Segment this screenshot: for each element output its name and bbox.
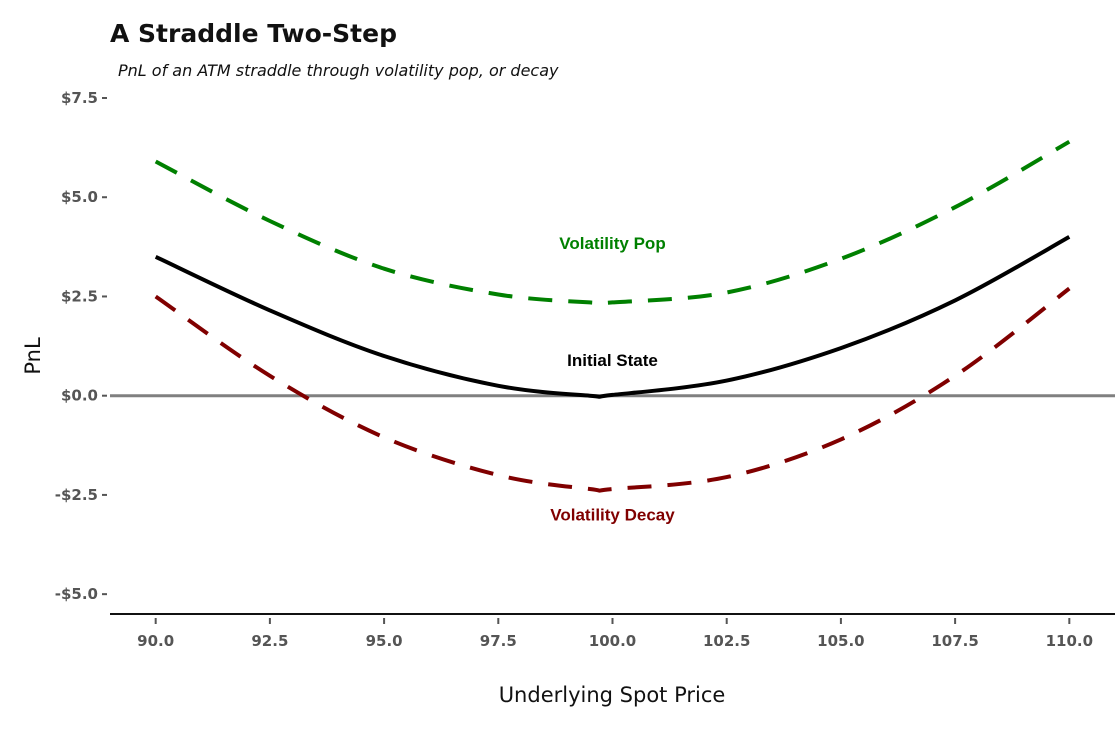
x-axis-title: Underlying Spot Price (499, 683, 726, 707)
plot-area (110, 139, 1115, 493)
initial-state-label: Initial State (567, 351, 658, 370)
x-tick-label: 105.0 (817, 632, 864, 650)
initial-state-line (154, 235, 1071, 399)
y-tick-label: $2.5 (61, 287, 98, 305)
x-tick-label: 100.0 (589, 632, 636, 650)
y-tick-label: $7.5 (61, 89, 98, 107)
y-tick-label: $5.0 (61, 188, 98, 206)
x-tick-label: 95.0 (366, 632, 403, 650)
x-tick-label: 107.5 (931, 632, 978, 650)
volatility-pop-label: Volatility Pop (559, 234, 665, 253)
x-tick-label: 97.5 (480, 632, 517, 650)
series-labels: Volatility Pop Initial State Volatility De… (550, 234, 675, 525)
x-tick-label: 92.5 (251, 632, 288, 650)
y-tick-label: $0.0 (61, 387, 98, 405)
volatility-decay-label: Volatility Decay (550, 506, 675, 525)
y-tick-label: -$2.5 (55, 486, 98, 504)
volatility-decay-line (154, 286, 1071, 493)
x-tick-label: 110.0 (1046, 632, 1093, 650)
y-tick-label: -$5.0 (55, 585, 98, 603)
x-axis: 90.0 92.5 95.0 97.5 100.0 102.5 105.0 107.5 110.… (110, 613, 1115, 650)
y-axis: $7.5 $5.0 $2.5 $0.0 -$2.5 -$5.0 (55, 89, 107, 603)
chart-title: A Straddle Two-Step (110, 19, 397, 48)
x-tick-label: 90.0 (137, 632, 174, 650)
x-tick-label: 102.5 (703, 632, 750, 650)
chart-subtitle: PnL of an ATM straddle through volatilit… (118, 61, 559, 80)
volatility-pop-line (154, 139, 1071, 306)
y-axis-title: PnL (21, 337, 45, 375)
